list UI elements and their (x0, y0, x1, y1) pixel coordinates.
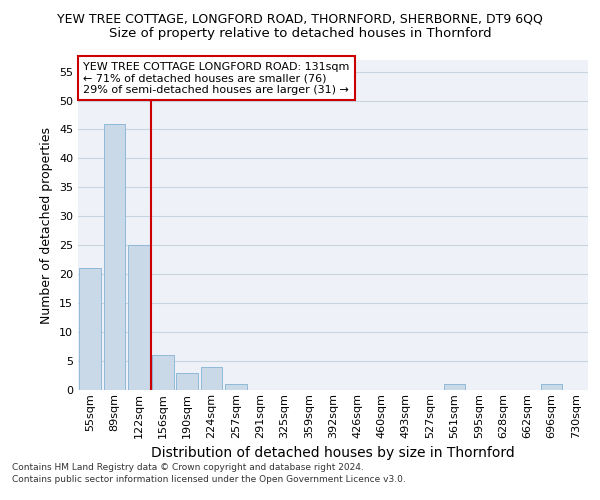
X-axis label: Distribution of detached houses by size in Thornford: Distribution of detached houses by size … (151, 446, 515, 460)
Text: Size of property relative to detached houses in Thornford: Size of property relative to detached ho… (109, 28, 491, 40)
Text: YEW TREE COTTAGE, LONGFORD ROAD, THORNFORD, SHERBORNE, DT9 6QQ: YEW TREE COTTAGE, LONGFORD ROAD, THORNFO… (57, 12, 543, 26)
Bar (104, 124, 125, 390)
Text: YEW TREE COTTAGE LONGFORD ROAD: 131sqm
← 71% of detached houses are smaller (76): YEW TREE COTTAGE LONGFORD ROAD: 131sqm ←… (83, 62, 349, 95)
Bar (443, 384, 466, 390)
Bar (200, 367, 223, 390)
Bar (79, 268, 101, 390)
Bar (541, 384, 562, 390)
Y-axis label: Number of detached properties: Number of detached properties (40, 126, 53, 324)
Text: Contains public sector information licensed under the Open Government Licence v3: Contains public sector information licen… (12, 475, 406, 484)
Bar (225, 384, 247, 390)
Bar (128, 246, 149, 390)
Bar (176, 372, 198, 390)
Text: Contains HM Land Registry data © Crown copyright and database right 2024.: Contains HM Land Registry data © Crown c… (12, 464, 364, 472)
Bar (152, 356, 174, 390)
